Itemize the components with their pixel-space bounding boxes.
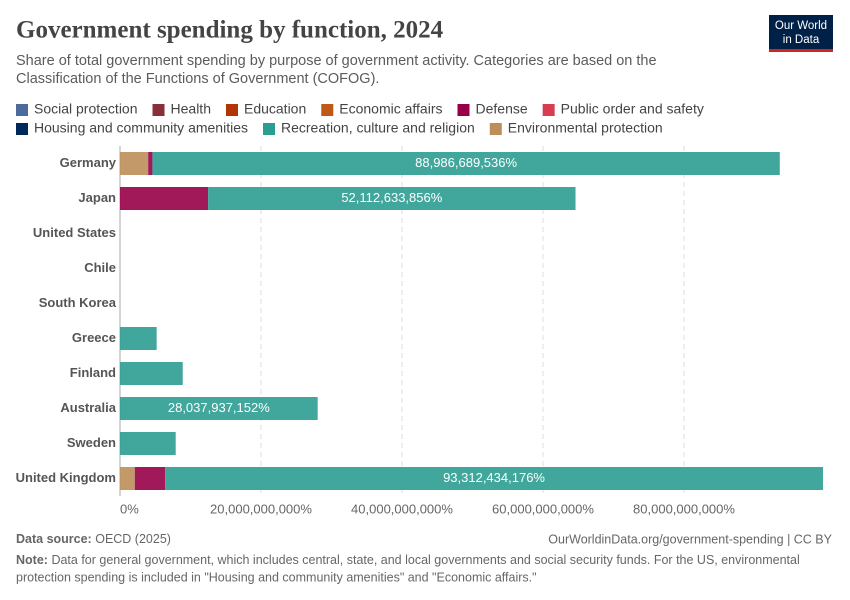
logo-text: Our World: [775, 20, 827, 32]
source-label: Data source:: [16, 532, 92, 546]
logo-stripe: [769, 49, 833, 52]
bar-segment: [120, 467, 135, 490]
y-tick-label: United States: [33, 225, 116, 240]
legend-swatch: [542, 104, 555, 116]
bar-segment: [120, 397, 318, 420]
bar-segment: [208, 187, 576, 210]
source: Data source: OECD (2025): [16, 532, 171, 546]
y-tick-label: Finland: [70, 365, 116, 380]
logo-text: in Data: [783, 34, 820, 46]
value-label: 52,112,633,856%: [341, 190, 442, 205]
legend-swatch: [263, 123, 275, 135]
legend-swatch: [152, 104, 165, 116]
bar-segment: [148, 152, 153, 175]
value-label: 28,037,937,152%: [168, 400, 270, 415]
source-text: OECD (2025): [95, 532, 171, 546]
bar-segment: [152, 152, 780, 175]
legend-label: Recreation, culture and religion: [281, 120, 475, 136]
legend-label: Economic affairs: [339, 101, 442, 117]
legend-swatch: [321, 104, 334, 116]
y-tick-label: Japan: [78, 190, 116, 205]
value-label: 88,986,689,536%: [415, 155, 517, 170]
bar-segment: [120, 432, 176, 455]
legend-label: Social protection: [34, 101, 138, 117]
legend-swatch: [16, 104, 28, 116]
logo: [769, 15, 833, 51]
bar-segment: [120, 327, 157, 350]
bar-segment: [120, 362, 183, 385]
y-tick-label: Sweden: [67, 435, 116, 450]
x-tick-label: 80,000,000,000%: [633, 501, 735, 516]
legend-label: Defense: [476, 101, 528, 117]
bar-segment: [165, 467, 823, 490]
note: protection spending is included in "Hous…: [16, 570, 537, 584]
subtitle: Classification of the Functions of Gover…: [16, 71, 379, 87]
legend-swatch: [225, 104, 238, 116]
legend-label: Health: [171, 101, 211, 117]
legend-swatch: [489, 123, 502, 135]
note: Note: Data for general government, which…: [16, 553, 800, 567]
y-tick-label: Greece: [72, 330, 116, 345]
legend-swatch: [457, 104, 470, 116]
x-tick-label: 0%: [120, 501, 139, 516]
bar-segment: [134, 467, 166, 490]
bar-segment: [120, 187, 209, 210]
legend-swatch: [16, 123, 28, 135]
x-tick-label: 40,000,000,000%: [351, 501, 453, 516]
value-label: 93,312,434,176%: [443, 470, 545, 485]
bar-segment: [120, 152, 149, 175]
y-tick-label: Australia: [60, 400, 116, 415]
legend-label: Housing and community amenities: [34, 120, 248, 136]
y-tick-label: Germany: [60, 155, 117, 170]
legend-label: Environmental protection: [508, 120, 663, 136]
y-tick-label: Chile: [84, 260, 116, 275]
y-tick-label: South Korea: [39, 295, 117, 310]
x-tick-label: 60,000,000,000%: [492, 501, 594, 516]
x-tick-label: 20,000,000,000%: [210, 501, 312, 516]
legend-label: Education: [244, 101, 306, 117]
note-label: Note:: [16, 553, 48, 567]
legend-label: Public order and safety: [561, 101, 704, 117]
y-tick-label: United Kingdom: [16, 470, 116, 485]
url: OurWorldinData.org/government-spending |…: [548, 532, 832, 546]
subtitle: Share of total government spending by pu…: [16, 53, 657, 69]
note-text: Data for general government, which inclu…: [51, 553, 799, 567]
chart-title: Government spending by function, 2024: [16, 17, 444, 44]
